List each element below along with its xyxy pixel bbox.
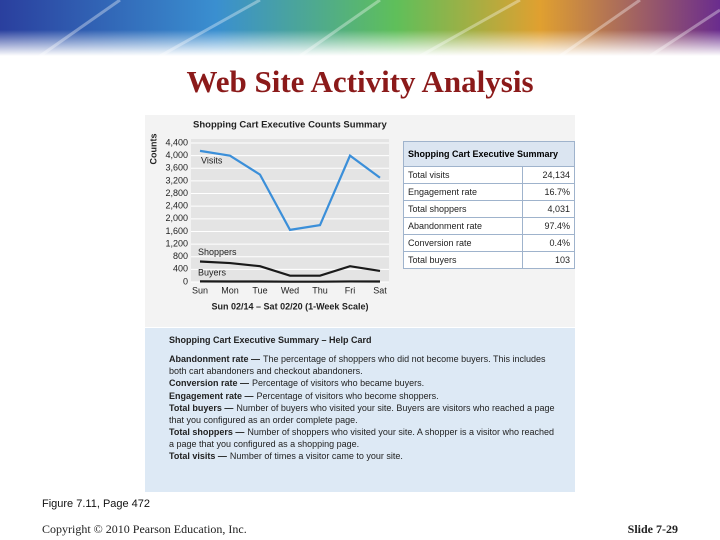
help-entry: Abandonment rate — The percentage of shop… (169, 354, 561, 377)
y-tick-label: 0 (183, 276, 188, 286)
y-tick-label: 2,000 (165, 213, 188, 223)
y-tick-label: 2,800 (165, 188, 188, 198)
y-tick-label: 3,600 (165, 163, 188, 173)
table-row: Total buyers 103 (403, 251, 576, 269)
slide-number: Slide 7-29 (627, 522, 678, 536)
x-tick-label: Sun (192, 285, 208, 295)
x-tick-label: Tue (252, 285, 267, 295)
series-label: Buyers (198, 268, 227, 278)
figure-caption: Figure 7.11, Page 472 (42, 498, 151, 510)
table-row: Engagement rate 16.7% (403, 183, 576, 201)
help-term: Total shoppers — (169, 427, 245, 437)
summary-table: Shopping Cart Executive Summary Total vis… (403, 141, 576, 269)
y-axis-title: Counts (148, 134, 158, 165)
y-tick-label: 4,400 (165, 137, 188, 147)
series-label: Visits (201, 155, 223, 165)
series-label: Shoppers (198, 247, 237, 257)
y-tick-label: 2,400 (165, 201, 188, 211)
table-row: Abandonment rate 97.4% (403, 217, 576, 235)
copyright: Copyright © 2010 Pearson Education, Inc. (42, 522, 247, 536)
y-tick-label: 1,200 (165, 238, 188, 248)
table-title: Shopping Cart Executive Summary (403, 141, 575, 167)
table-row: Total visits 24,134 (403, 166, 576, 184)
help-card: Shopping Cart Executive Summary – Help C… (145, 328, 575, 492)
metric-value: 0.4% (521, 234, 576, 252)
y-tick-label: 3,200 (165, 175, 188, 185)
chart: Shopping Cart Executive Counts Summary C… (148, 120, 389, 311)
x-tick-label: Mon (221, 285, 239, 295)
metric-value: 24,134 (521, 166, 576, 184)
help-entry: Total buyers — Number of buyers who visit… (169, 403, 561, 426)
table-header-row: Shopping Cart Executive Summary (403, 141, 575, 167)
x-tick-label: Thu (312, 285, 328, 295)
help-definition: Number of buyers who visited your site. … (169, 403, 555, 425)
y-tick-label: 4,000 (165, 150, 188, 160)
help-entry: Engagement rate — Percentage of visitors … (169, 391, 561, 403)
metric-name: Engagement rate (403, 183, 523, 201)
help-title: Shopping Cart Executive Summary – Help C… (169, 335, 372, 345)
x-tick-label: Sat (373, 285, 387, 295)
metric-value: 103 (521, 251, 576, 269)
series-line (199, 149, 381, 232)
help-entry: Conversion rate — Percentage of visitors … (169, 378, 561, 390)
y-tick-label: 400 (173, 264, 188, 274)
help-entry: Total visits — Number of times a visitor … (169, 451, 561, 463)
help-definition: Number of shoppers who visited your site… (169, 427, 554, 449)
help-definition: Number of times a visitor came to your s… (229, 451, 403, 461)
help-term: Conversion rate — (169, 378, 250, 388)
metric-value: 4,031 (521, 200, 576, 218)
metric-name: Total visits (403, 166, 523, 184)
y-tick-label: 800 (173, 251, 188, 261)
help-definition: The percentage of shoppers who did not b… (169, 354, 546, 376)
help-definition: Percentage of visitors who became buyers… (252, 378, 425, 388)
banner (0, 0, 720, 56)
metric-name: Conversion rate (403, 234, 523, 252)
help-definition: Percentage of visitors who become shoppe… (256, 390, 439, 401)
help-term: Total visits — (169, 451, 227, 461)
y-tick-label: 1,600 (165, 226, 188, 236)
help-term: Abandonment rate — (169, 354, 261, 364)
help-entry: Total shoppers — Number of shoppers who v… (169, 427, 561, 450)
metric-name: Total shoppers (403, 200, 523, 218)
table-row: Total shoppers 4,031 (403, 200, 576, 218)
series-line (199, 260, 381, 277)
slide-title: Web Site Activity Analysis (186, 64, 534, 99)
x-tick-label: Fri (345, 285, 356, 295)
metric-name: Abandonment rate (403, 217, 523, 235)
metric-name: Total buyers (403, 251, 523, 269)
metric-value: 16.7% (521, 183, 576, 201)
chart-title: Shopping Cart Executive Counts Summary (193, 120, 387, 131)
table-row: Conversion rate 0.4% (403, 234, 576, 252)
plot-area (191, 139, 389, 282)
x-tick-label: Wed (281, 285, 299, 295)
metric-value: 97.4% (521, 217, 576, 235)
help-term: Total buyers — (169, 403, 234, 413)
help-term: Engagement rate — (169, 390, 254, 401)
x-axis-title: Sun 02/14 – Sat 02/20 (1-Week Scale) (212, 301, 369, 311)
